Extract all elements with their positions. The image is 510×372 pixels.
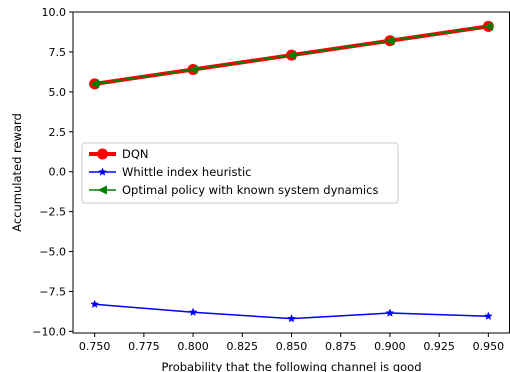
legend-marker — [98, 167, 107, 176]
data-point — [385, 36, 395, 46]
y-axis-ticks: 10.0 7.5 5.0 2.5 0.0 −2.5 −5.0 −7.5 −10.0 — [32, 6, 73, 338]
data-point — [188, 64, 198, 75]
x-tick-label: 0.900 — [374, 340, 406, 353]
y-tick-label: 2.5 — [49, 126, 67, 139]
legend-box — [81, 142, 399, 204]
data-point — [89, 79, 100, 89]
x-tick-label: 0.825 — [227, 340, 259, 353]
data-point — [287, 313, 296, 323]
y-tick-label: 5.0 — [49, 86, 67, 99]
y-tick-label: 7.5 — [49, 46, 67, 59]
x-tick-label: 0.775 — [128, 340, 160, 353]
x-tick-label: 0.850 — [276, 340, 308, 353]
legend-marker — [97, 185, 107, 195]
legend-label: Whittle index heuristic — [122, 165, 252, 179]
legend: DQN Whittle index heuristic Optimal policy… — [81, 142, 399, 204]
legend-label: DQN — [122, 147, 149, 161]
series-layer — [89, 20, 494, 323]
x-axis-ticks: 0.750 0.775 0.800 0.825 0.850 0.875 0.900 0.925… — [79, 333, 504, 353]
data-point — [90, 299, 100, 309]
x-tick-label: 0.875 — [325, 340, 357, 353]
data-point — [483, 21, 493, 31]
y-tick-label: −10.0 — [32, 325, 66, 338]
legend-item: Optimal policy with known system dynamic… — [89, 183, 378, 197]
y-tick-label: −2.5 — [39, 206, 66, 219]
x-tick-label: 0.950 — [473, 340, 505, 353]
x-tick-label: 0.925 — [423, 340, 455, 353]
y-tick-label: −5.0 — [39, 246, 66, 259]
legend-label: Optimal policy with known system dynamic… — [122, 183, 378, 197]
y-tick-label: 0.0 — [49, 166, 67, 179]
y-tick-label: 10.0 — [42, 6, 67, 19]
series-3 — [89, 21, 493, 89]
x-tick-label: 0.750 — [79, 340, 111, 353]
data-point — [188, 307, 198, 317]
legend-item: DQN — [89, 147, 149, 161]
legend-marker — [97, 148, 108, 160]
legend-item: Whittle index heuristic — [89, 165, 252, 179]
data-point — [286, 50, 296, 60]
y-tick-label: −7.5 — [39, 285, 66, 298]
x-tick-label: 0.800 — [177, 340, 209, 353]
data-point — [483, 311, 493, 321]
data-point — [385, 308, 395, 317]
series-2 — [90, 299, 493, 323]
y-axis-label: Accumulated reward — [10, 113, 24, 232]
x-axis-label: Probability that the following channel i… — [161, 360, 421, 372]
